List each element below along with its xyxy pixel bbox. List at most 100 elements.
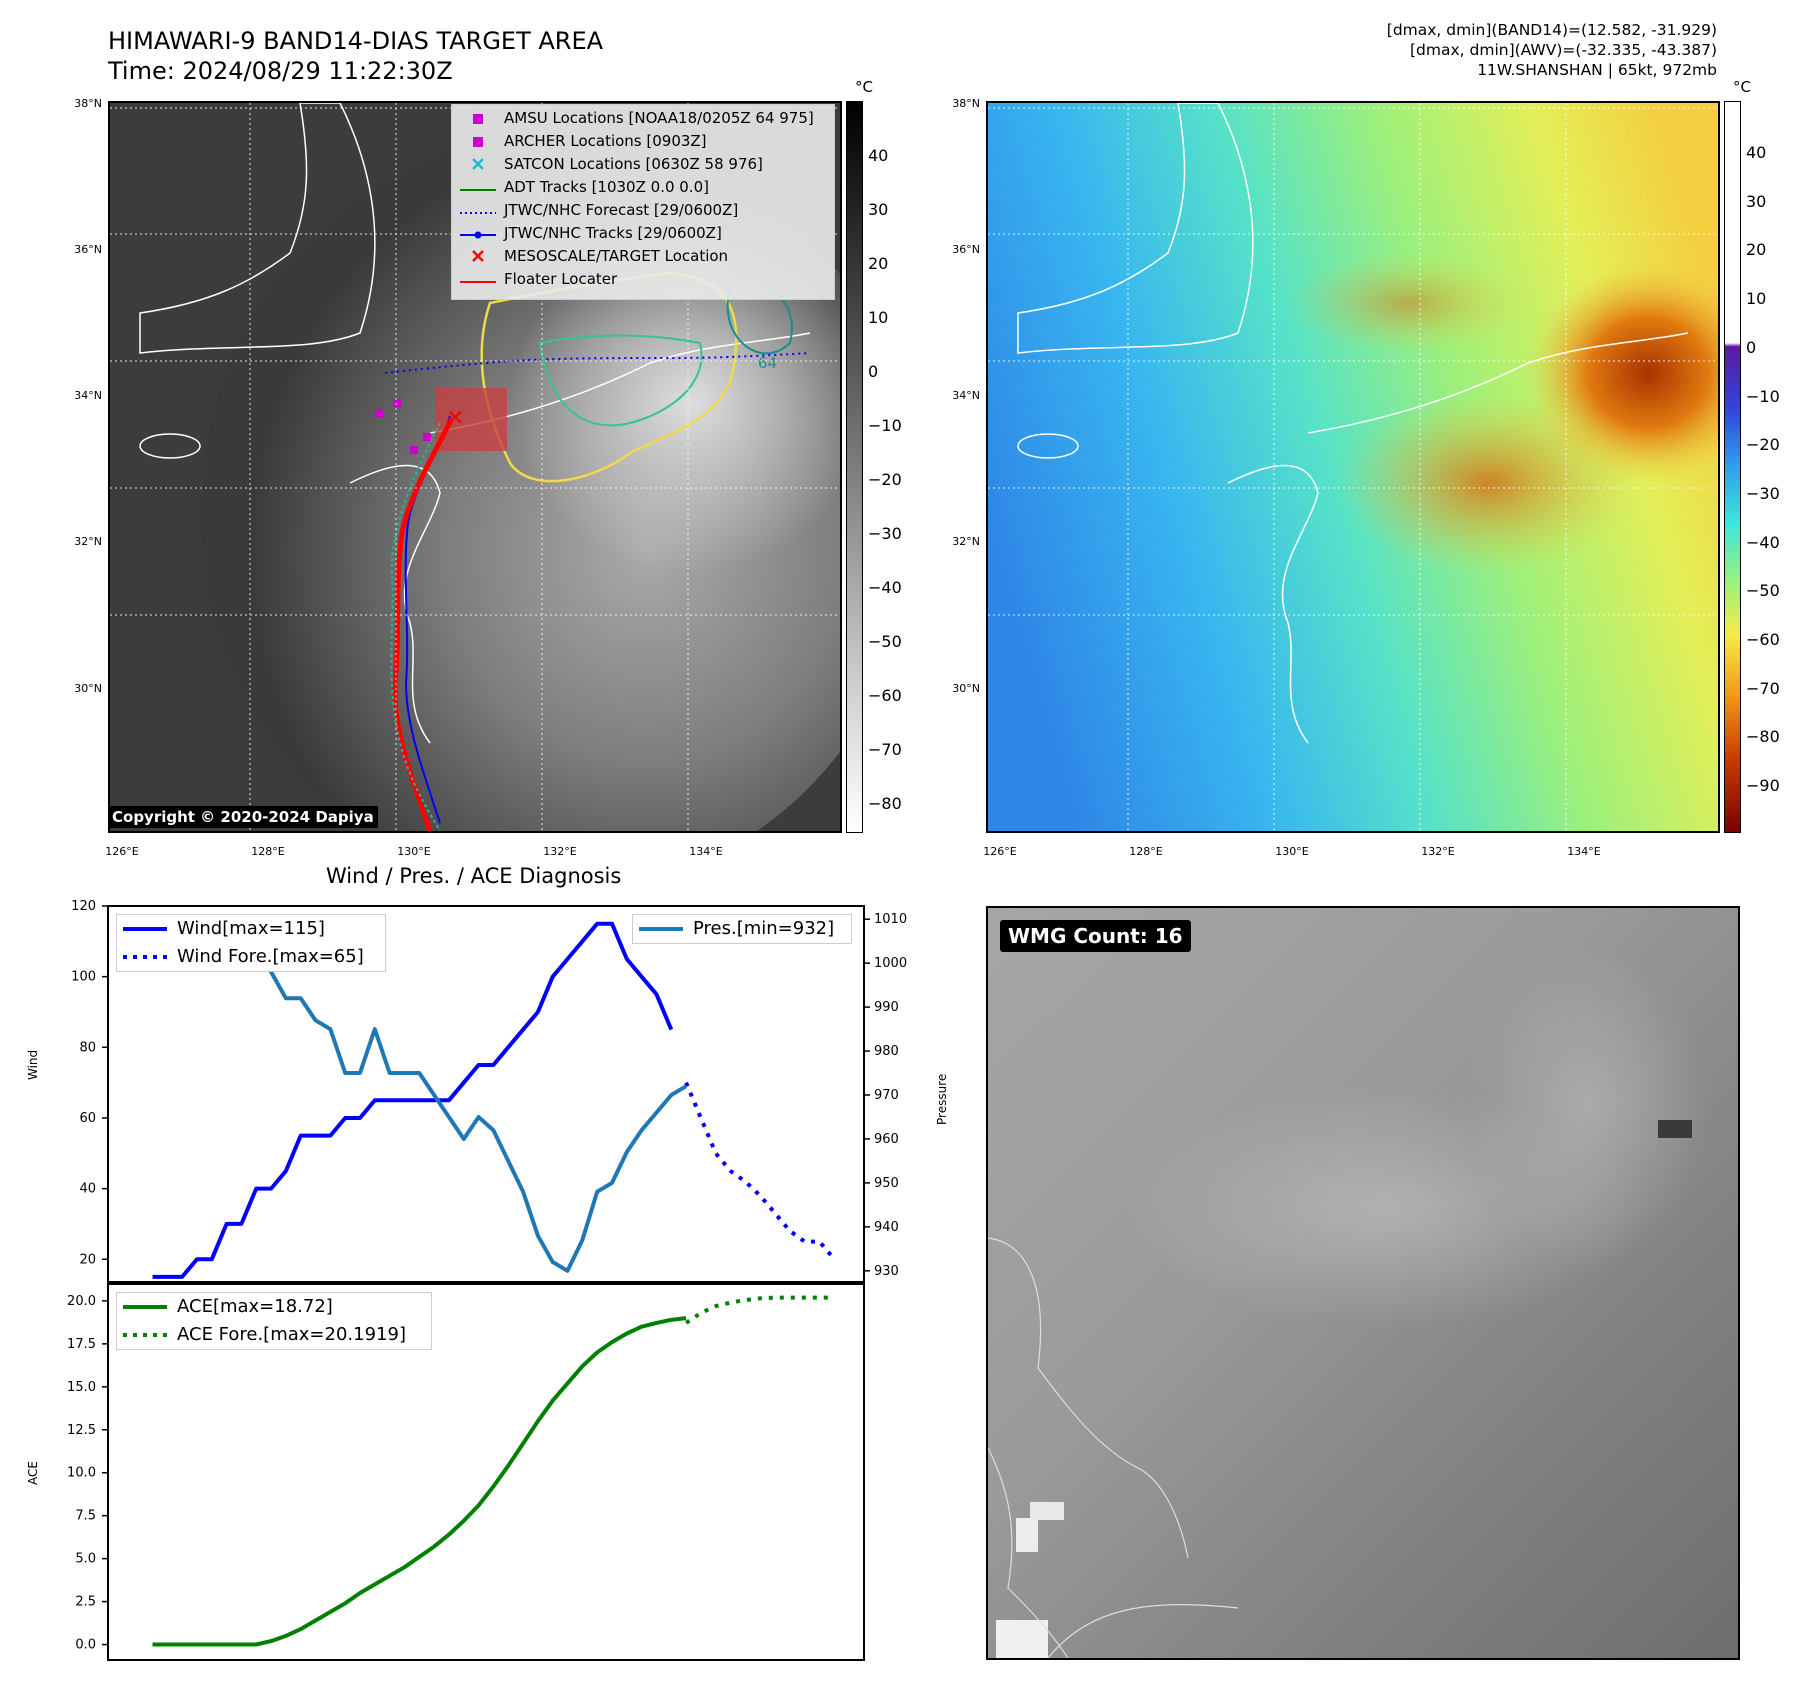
ace-plot-frame: [107, 1281, 865, 1661]
solid-blue-line-icon: [123, 927, 167, 931]
ir-lon-label: 126°E: [105, 845, 139, 858]
wv-lon-label: 130°E: [1275, 845, 1309, 858]
copyright-badge: Copyright © 2020-2024 Dapiya: [108, 806, 378, 828]
legend-amsu: AMSU Locations [NOAA18/0205Z 64 975]: [460, 107, 814, 129]
magenta-square-icon: [460, 108, 496, 130]
legend-wind-forecast: Wind Fore.[max=65]: [117, 943, 385, 971]
info-line-2: [dmax, dmin](AWV)=(-32.335, -43.387): [1410, 41, 1717, 59]
legend-satcon: SATCON Locations [0630Z 58 976]: [460, 153, 763, 175]
magenta-square-icon: [460, 131, 496, 153]
ace-y-tick-label: 10.0: [67, 1466, 96, 1481]
ir-lat-label: 38°N: [74, 97, 102, 110]
wv-colorbar-tick: −20: [1746, 435, 1780, 455]
blue-dotted-line-icon: [460, 200, 496, 222]
blue-line-dot-icon: [460, 223, 496, 245]
ace-y-tick-label: 17.5: [67, 1337, 96, 1352]
ir-lon-label: 134°E: [689, 845, 723, 858]
ir-lat-label: 32°N: [74, 535, 102, 548]
ace-series-line-0: [152, 1316, 687, 1647]
ir-colorbar-tick: 0: [868, 362, 879, 381]
legend-pressure: Pres.[min=932]: [633, 915, 851, 943]
wv-colorbar-tick: −50: [1746, 581, 1780, 601]
info-line-3: 11W.SHANSHAN | 65kt, 972mb: [1477, 61, 1717, 79]
wmg-imagery: [988, 908, 1738, 1658]
ir-colorbar-tick: −80: [868, 794, 902, 813]
wv-lat-label: 30°N: [952, 682, 980, 695]
legend-jtwc-forecast: JTWC/NHC Forecast [29/0600Z]: [460, 199, 738, 221]
pressure-y-tick-label: 1010: [874, 912, 907, 927]
wv-lon-label: 126°E: [983, 845, 1017, 858]
ir-lon-label: 128°E: [251, 845, 285, 858]
ace-y-tick-label: 2.5: [75, 1595, 96, 1610]
wind-y-tick-label: 120: [71, 899, 96, 914]
ir-colorbar-tick: −50: [868, 632, 902, 651]
figure-title: HIMAWARI-9 BAND14-DIAS TARGET AREA Time:…: [108, 26, 603, 86]
ir-colorbar-tick: 10: [868, 308, 889, 327]
ace-y-tick-label: 20.0: [67, 1294, 96, 1309]
ir-colorbar: [846, 101, 863, 833]
wind-y-tick-label: 20: [79, 1252, 96, 1267]
wv-colorbar-tick: −90: [1746, 776, 1780, 796]
ir-lat-label: 34°N: [74, 389, 102, 402]
wv-lat-label: 32°N: [952, 535, 980, 548]
legend-ace: ACE[max=18.72]: [117, 1293, 431, 1321]
info-block: [dmax, dmin](BAND14)=(12.582, -31.929) […: [1387, 20, 1717, 80]
wv-lat-label: 34°N: [952, 389, 980, 402]
ace-y-tick-label: 15.0: [67, 1380, 96, 1395]
info-line-1: [dmax, dmin](BAND14)=(12.582, -31.929): [1386, 21, 1717, 39]
solid-steelblue-line-icon: [639, 927, 683, 931]
ir-colorbar-tick: −70: [868, 740, 902, 759]
wv-colorbar-tick: −30: [1746, 483, 1780, 503]
ace-plot: 0.0 2.5 5.0 7.5 10.0 12.5 15.0 17.5 20.0: [67, 1281, 865, 1661]
chart-title: Wind / Pres. / ACE Diagnosis: [326, 864, 622, 888]
wv-colorbar-tick: 0: [1746, 337, 1757, 357]
ace-axis-label: ACE: [26, 1461, 40, 1485]
legend-wind: Wind[max=115]: [117, 915, 385, 943]
pressure-y-tick-label: 1000: [874, 956, 907, 971]
ace-series-line-1: [684, 1295, 835, 1325]
ir-colorbar-tick: −30: [868, 524, 902, 543]
legend-archer: ARCHER Locations [0903Z]: [460, 130, 707, 152]
legend-jtwc-tracks: JTWC/NHC Tracks [29/0600Z]: [460, 222, 722, 244]
wv-colorbar-tick: −10: [1746, 386, 1780, 406]
wv-colorbar-tick: −60: [1746, 630, 1780, 649]
ace-legend: ACE[max=18.72] ACE Fore.[max=20.1919]: [116, 1292, 432, 1350]
wmg-panel: [986, 906, 1740, 1660]
pressure-axis-label: Pressure: [935, 1073, 949, 1125]
pressure-y-tick-label: 990: [874, 1000, 899, 1015]
ir-lon-label: 130°E: [397, 845, 431, 858]
wv-lat-label: 38°N: [952, 97, 980, 110]
wind-y-tick-label: 40: [79, 1182, 96, 1197]
dotted-blue-line-icon: [123, 955, 167, 959]
ir-colorbar-unit: °C: [855, 78, 873, 96]
ace-y-tick-label: 7.5: [75, 1509, 96, 1524]
contour-label-64: 64: [758, 354, 777, 372]
target-location-marker: ✕: [446, 406, 464, 431]
pressure-y-tick-label: 980: [874, 1044, 899, 1059]
pressure-y-tick-label: 940: [874, 1220, 899, 1235]
ace-chart: 0.0 2.5 5.0 7.5 10.0 12.5 15.0 17.5 20.0: [67, 1281, 865, 1661]
wv-map: [986, 101, 1720, 833]
ace-y-tick-label: 5.0: [75, 1552, 96, 1567]
wind-y-tick-label: 80: [79, 1040, 96, 1055]
ir-colorbar-tick: −60: [868, 686, 902, 705]
ir-colorbar-tick: −40: [868, 578, 902, 597]
wv-colorbar-tick: 10: [1746, 289, 1767, 309]
ace-y-tick-label: 0.0: [75, 1638, 96, 1653]
pressure-y-tick-label: 970: [874, 1088, 899, 1103]
pressure-y-tick-label: 960: [874, 1132, 899, 1147]
legend-floater: Floater Locater: [460, 268, 617, 290]
wv-lon-label: 128°E: [1129, 845, 1163, 858]
wv-colorbar-tick: −70: [1746, 678, 1780, 698]
pressure-legend: Pres.[min=932]: [632, 914, 852, 944]
ace-y-tick-label: 12.5: [67, 1423, 96, 1438]
wv-colorbar-tick: 40: [1746, 143, 1767, 162]
red-x-icon: [460, 246, 496, 268]
wv-colorbar-unit: °C: [1733, 78, 1751, 96]
ir-colorbar-tick: −20: [868, 470, 902, 489]
wv-colorbar: [1724, 101, 1741, 833]
pressure-y-tick-label: 950: [874, 1176, 899, 1191]
ir-lat-label: 30°N: [74, 682, 102, 695]
ir-colorbar-tick: 20: [868, 254, 889, 273]
wind-y-tick-label: 60: [79, 1111, 96, 1126]
